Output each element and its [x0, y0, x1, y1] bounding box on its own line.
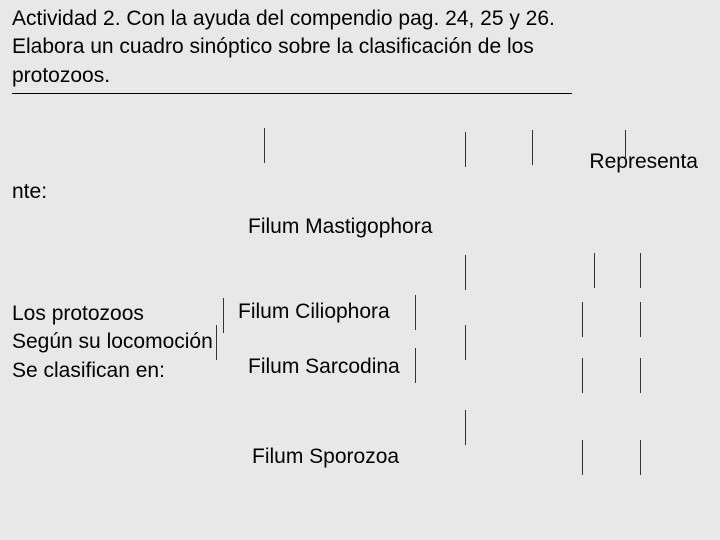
bracket-tick: [223, 298, 224, 333]
label-nte: nte:: [12, 180, 47, 204]
bracket-tick: [582, 440, 583, 475]
bracket-tick: [532, 130, 533, 165]
bracket-tick: [264, 128, 265, 163]
bracket-tick: [594, 253, 595, 288]
bracket-tick: [465, 255, 466, 290]
header-line-1: Actividad 2. Con la ayuda del compendio …: [12, 7, 555, 30]
bracket-tick: [415, 295, 416, 330]
bracket-tick: [582, 358, 583, 393]
bracket-tick: [216, 325, 217, 360]
label-representa: Representa: [589, 150, 698, 174]
header-underline: [12, 93, 572, 94]
label-filum-ciliophora: Filum Ciliophora: [238, 300, 390, 324]
header-line-2: Elabora un cuadro sinóptico sobre la cla…: [12, 35, 534, 58]
bracket-tick: [582, 302, 583, 337]
protozoos-block: Los protozoos Según su locomoción Se cla…: [12, 300, 213, 385]
proto-line-2: Según su locomoción: [12, 330, 213, 353]
bracket-tick: [465, 325, 466, 360]
bracket-tick: [465, 132, 466, 167]
label-filum-sarcodina: Filum Sarcodina: [248, 355, 400, 379]
bracket-tick: [465, 410, 466, 445]
header-line-3: protozoos.: [12, 64, 110, 87]
bracket-tick: [640, 302, 641, 337]
bracket-tick: [415, 348, 416, 383]
label-filum-sporozoa: Filum Sporozoa: [252, 445, 399, 469]
bracket-tick: [625, 130, 626, 165]
proto-line-3: Se clasifican en:: [12, 359, 165, 382]
proto-line-1: Los protozoos: [12, 302, 144, 325]
bracket-tick: [640, 253, 641, 288]
label-filum-mastigophora: Filum Mastigophora: [248, 215, 432, 239]
bracket-tick: [640, 358, 641, 393]
activity-header: Actividad 2. Con la ayuda del compendio …: [12, 5, 572, 90]
bracket-tick: [640, 440, 641, 475]
